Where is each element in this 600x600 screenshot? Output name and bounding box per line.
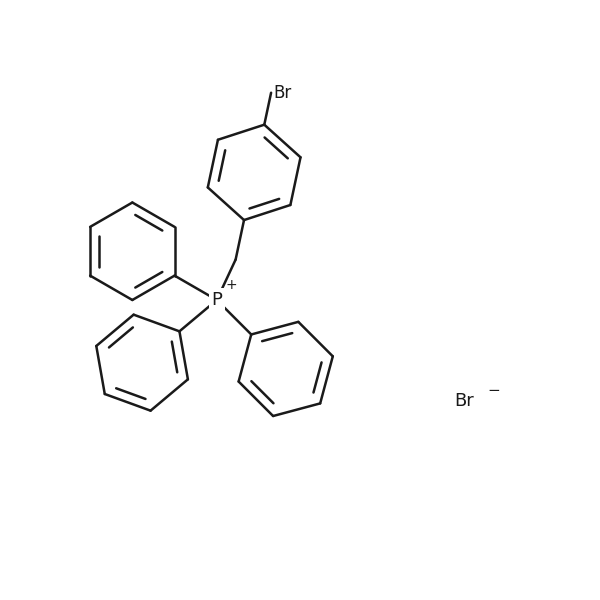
Text: Br: Br [274,84,292,102]
Text: +: + [226,278,238,292]
Text: Br: Br [455,392,475,410]
Text: P: P [211,291,222,309]
Text: −: − [487,383,500,398]
